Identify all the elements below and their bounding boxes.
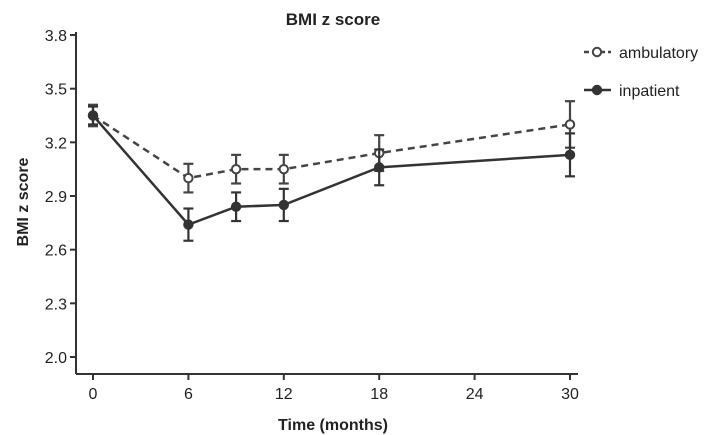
y-tick-label: 3.8 (45, 28, 67, 45)
y-tick-label: 3.2 (45, 135, 67, 152)
data-point (230, 201, 242, 212)
data-point (183, 172, 194, 184)
series-line-ambulatory (92, 114, 571, 180)
chart-title: BMI z score (286, 10, 380, 29)
y-tick-label: 2.0 (45, 350, 67, 367)
data-point (230, 163, 242, 175)
x-axis-label: Time (months) (278, 417, 388, 434)
x-tick-label: 12 (275, 386, 293, 403)
data-point (374, 162, 385, 173)
data-point (183, 219, 194, 230)
legend-marker-ambulatory (591, 46, 603, 58)
legend-label-ambulatory: ambulatory (619, 45, 698, 62)
x-tick-label: 6 (184, 386, 193, 403)
legend-label-inpatient: inpatient (619, 83, 680, 100)
series-layer (87, 100, 576, 242)
y-tick-label: 3.5 (45, 82, 67, 99)
y-tick-label: 2.3 (45, 296, 67, 313)
series-ambulatory (87, 100, 576, 194)
y-tick-label: 2.9 (45, 189, 67, 206)
data-point (87, 110, 99, 121)
series-line-inpatient (92, 114, 571, 227)
x-tick-label: 18 (370, 386, 388, 403)
data-point (278, 163, 289, 175)
x-tick-label: 0 (89, 386, 98, 403)
data-point (564, 119, 576, 130)
legend-marker-inpatient (591, 84, 603, 96)
legend: ambulatory inpatient (584, 45, 698, 100)
x-tick-label: 24 (466, 386, 484, 403)
axes: 2.0 2.3 2.6 2.9 3.2 3.5 3.8 0 6 12 18 24 30 (45, 28, 579, 403)
data-point (564, 149, 576, 161)
y-axis-label: BMI z score (15, 157, 32, 246)
x-tick-label: 30 (561, 386, 579, 403)
series-inpatient (87, 105, 576, 242)
data-point (278, 199, 289, 211)
y-tick-label: 2.6 (45, 243, 67, 260)
